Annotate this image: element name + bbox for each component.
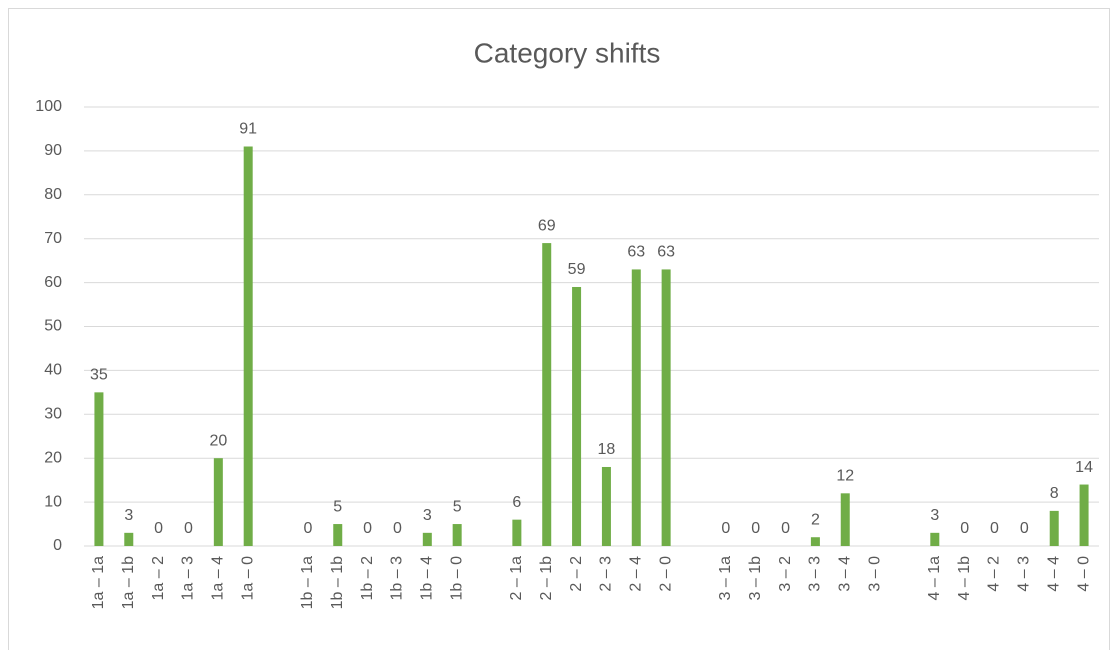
x-tick-label: 1b – 0 — [448, 556, 465, 601]
x-tick-label: 1a – 1a — [90, 556, 107, 609]
data-label: 91 — [239, 121, 257, 138]
data-label: 3 — [423, 507, 432, 524]
x-tick-label: 3 – 3 — [807, 556, 824, 592]
data-label: 2 — [811, 511, 820, 528]
y-tick-label: 100 — [35, 98, 62, 115]
data-label: 0 — [990, 520, 999, 537]
y-tick-label: 10 — [44, 493, 62, 510]
x-tick-label: 3 – 1b — [747, 556, 764, 601]
data-label: 3 — [124, 507, 133, 524]
data-label: 63 — [657, 244, 675, 261]
bar — [94, 392, 104, 546]
data-label: 0 — [1020, 520, 1029, 537]
x-tick-label: 2 – 0 — [657, 556, 674, 592]
x-tick-label: 1b – 2 — [359, 556, 376, 601]
x-tick-label: 4 – 2 — [986, 556, 1003, 592]
bar — [124, 532, 134, 546]
bar — [422, 532, 432, 546]
y-tick-label: 80 — [44, 186, 62, 203]
data-label: 5 — [453, 498, 462, 515]
x-tick-label: 4 – 0 — [1075, 556, 1092, 592]
x-tick-label: 2 – 3 — [598, 556, 615, 592]
data-label: 20 — [209, 432, 227, 449]
data-label: 12 — [836, 468, 854, 485]
chart-border — [8, 8, 1110, 650]
x-tick-label: 1b – 1a — [299, 556, 316, 609]
bar — [452, 524, 462, 546]
data-label: 0 — [751, 520, 760, 537]
bar — [512, 519, 522, 546]
data-label: 5 — [333, 498, 342, 515]
y-tick-label: 20 — [44, 449, 62, 466]
data-label: 0 — [721, 520, 730, 537]
data-label: 69 — [538, 217, 556, 234]
data-label: 0 — [960, 520, 969, 537]
data-label: 6 — [512, 494, 521, 511]
bar — [631, 269, 641, 546]
x-tick-label: 3 – 4 — [836, 556, 853, 592]
bar — [243, 146, 253, 546]
x-tick-label: 2 – 2 — [568, 556, 585, 592]
y-tick-label: 0 — [53, 537, 62, 554]
x-tick-label: 4 – 4 — [1045, 556, 1062, 592]
data-label: 0 — [393, 520, 402, 537]
bar — [333, 524, 343, 546]
y-tick-label: 40 — [44, 362, 62, 379]
bar — [542, 243, 552, 546]
x-tick-label: 4 – 3 — [1016, 556, 1033, 592]
y-tick-label: 70 — [44, 230, 62, 247]
x-tick-label: 3 – 1a — [717, 556, 734, 601]
x-tick-label: 1a – 0 — [239, 556, 256, 601]
bar — [213, 458, 223, 546]
y-tick-label: 30 — [44, 406, 62, 423]
x-tick-label: 1a – 3 — [180, 556, 197, 601]
x-tick-label: 1b – 4 — [419, 556, 436, 601]
x-tick-label: 4 – 1a — [926, 556, 943, 601]
x-tick-label: 1b – 3 — [389, 556, 406, 601]
data-label: 63 — [627, 244, 645, 261]
y-tick-label: 90 — [44, 142, 62, 159]
x-tick-label: 1a – 2 — [150, 556, 167, 601]
data-label: 59 — [568, 261, 586, 278]
x-tick-label: 1a – 4 — [210, 556, 227, 601]
data-label: 8 — [1050, 485, 1059, 502]
bar — [601, 466, 611, 546]
data-label: 0 — [781, 520, 790, 537]
data-label: 3 — [930, 507, 939, 524]
x-tick-label: 3 – 2 — [777, 556, 794, 592]
data-label: 0 — [363, 520, 372, 537]
y-tick-label: 50 — [44, 318, 62, 335]
data-label: 0 — [154, 520, 163, 537]
data-label: 0 — [184, 520, 193, 537]
x-tick-label: 4 – 1b — [956, 556, 973, 601]
data-label: 14 — [1075, 459, 1093, 476]
x-tick-label: 2 – 4 — [627, 556, 644, 592]
bar — [1049, 510, 1059, 546]
bar — [1079, 484, 1089, 546]
x-tick-label: 2 – 1b — [538, 556, 555, 601]
x-tick-label: 2 – 1a — [508, 556, 525, 601]
bar — [661, 269, 671, 546]
chart-title: Category shifts — [474, 37, 661, 68]
y-tick-label: 60 — [44, 274, 62, 291]
data-label: 0 — [303, 520, 312, 537]
bar — [810, 537, 820, 546]
data-label: 35 — [90, 367, 108, 384]
x-tick-label: 3 – 0 — [866, 556, 883, 592]
bar — [930, 532, 940, 546]
bar — [840, 493, 850, 546]
data-label: 18 — [598, 441, 616, 458]
bar — [572, 286, 582, 546]
x-tick-label: 1a – 1b — [120, 556, 137, 609]
x-tick-label: 1b – 1b — [329, 556, 346, 609]
